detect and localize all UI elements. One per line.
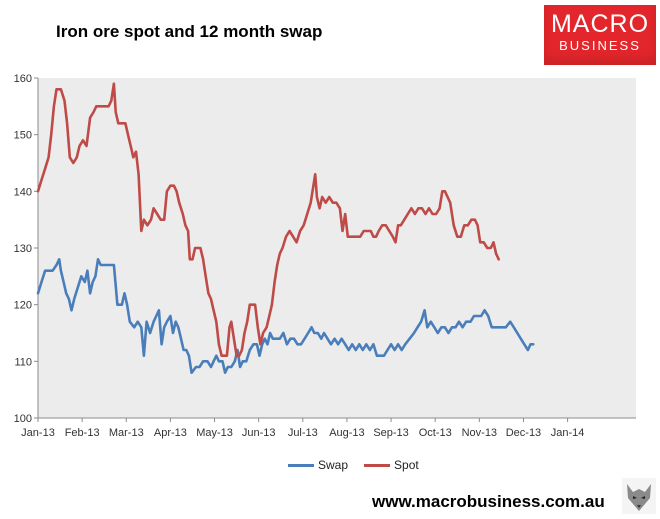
y-tick-label: 130 [14,243,32,255]
legend-swatch-spot [364,463,391,467]
chart-legend: Swap Spot [288,458,435,472]
y-tick-label: 100 [14,413,32,425]
chart-axes: 100 110 120 130 140 150 160 Jan-13 Feb-13 Mar-13 A… [14,73,636,439]
y-tick-label: 160 [14,73,32,85]
x-tick-label: Dec-13 [506,427,541,439]
y-tick-label: 140 [14,186,32,198]
chart-title: Iron ore spot and 12 month swap [56,22,323,41]
y-tick-label: 120 [14,300,32,312]
chart-series [36,82,535,374]
legend-item-spot: Spot [364,458,419,472]
x-tick-label: Apr-13 [154,427,187,439]
macrobusiness-logo: MACRO BUSINESS [544,5,656,65]
legend-item-swap: Swap [288,458,348,472]
x-tick-label: Mar-13 [109,427,144,439]
logo-line-2: BUSINESS [559,38,641,53]
y-tick-label: 110 [14,356,32,368]
x-tick-label: Jan-14 [551,427,585,439]
x-tick-label: Jul-13 [288,427,318,439]
x-tick-label: Sep-13 [373,427,408,439]
series-line-spot [36,82,500,357]
y-tick-label: 150 [14,130,32,142]
series-line-swap [36,258,535,374]
legend-swatch-swap [288,463,314,467]
x-tick-label: Jun-13 [242,427,276,439]
x-tick-label: Jan-13 [21,427,55,439]
logo-line-1: MACRO [550,10,650,38]
legend-label-spot: Spot [394,458,419,472]
website-url: www.macrobusiness.com.au [372,492,605,511]
x-tick-label: Feb-13 [65,427,100,439]
legend-label-swap: Swap [318,458,349,472]
plot-area [38,78,636,418]
x-tick-label: Oct-13 [419,427,452,439]
wolf-head-icon [622,478,656,514]
x-tick-label: Aug-13 [329,427,364,439]
x-tick-label: Nov-13 [462,427,497,439]
x-tick-label: May-13 [196,427,233,439]
